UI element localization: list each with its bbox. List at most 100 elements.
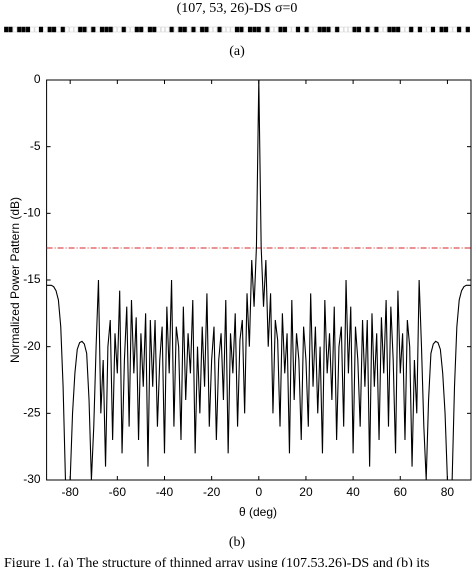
array-element: [448, 26, 453, 33]
array-element: [12, 26, 17, 33]
array-element: [165, 26, 170, 33]
array-element: [174, 26, 179, 33]
array-element: [47, 26, 52, 33]
x-tick-label: -80: [62, 485, 80, 499]
y-tick-label: -10: [23, 206, 41, 220]
array-element: [261, 26, 266, 33]
array-element: [34, 26, 39, 33]
array-element: [69, 26, 74, 33]
array-element: [38, 26, 44, 33]
array-element: [465, 26, 470, 33]
array-element: [130, 26, 135, 33]
array-element: [400, 26, 405, 33]
array-element: [43, 26, 48, 33]
array-element: [221, 26, 226, 33]
array-element: [226, 26, 231, 33]
array-element: [147, 26, 152, 33]
array-element: [356, 26, 361, 33]
array-element: [335, 26, 340, 33]
y-axis-label: Normalized Power Pattern (dB): [8, 197, 22, 363]
y-tick-label: 0: [34, 72, 41, 86]
array-element: [452, 26, 457, 33]
array-element: [239, 26, 244, 33]
array-element: [139, 26, 144, 33]
array-element: [104, 26, 109, 33]
array-element: [8, 26, 13, 33]
array-element: [143, 26, 148, 33]
panel-label: (b): [229, 535, 246, 550]
array-element: [374, 26, 379, 33]
array-title: (107, 53, 26)-DS σ=0: [177, 1, 298, 16]
array-element: [60, 26, 65, 33]
array-element: [322, 26, 327, 33]
array-element: [191, 26, 196, 33]
array-element: [182, 26, 187, 33]
array-element: [365, 26, 370, 33]
array-element: [99, 26, 105, 33]
array-element: [52, 26, 57, 33]
array-element: [422, 26, 427, 33]
array-element: [317, 26, 322, 33]
array-element: [252, 26, 257, 33]
array-element: [409, 26, 414, 33]
array-element: [117, 26, 122, 33]
array-element: [343, 26, 348, 33]
array-element: [417, 26, 422, 33]
array-element: [126, 26, 131, 33]
array-element: [208, 26, 213, 33]
y-tick-label: -25: [23, 406, 41, 420]
array-element: [369, 26, 375, 33]
array-element: [361, 26, 366, 33]
array-element: [4, 26, 9, 33]
array-element: [230, 26, 235, 33]
array-element: [91, 26, 96, 33]
array-element: [65, 26, 70, 33]
array-element: [187, 26, 192, 33]
array-element: [287, 26, 292, 33]
array-element: [30, 26, 35, 33]
array-element: [291, 26, 296, 33]
array-element: [348, 26, 353, 33]
y-tick-label: -20: [23, 339, 41, 353]
x-tick-label: 20: [299, 485, 313, 499]
array-element: [25, 26, 30, 33]
array-element: [396, 26, 401, 33]
array-element: [156, 26, 161, 33]
array-element: [378, 26, 383, 33]
array-element: [86, 26, 91, 33]
array-element: [309, 26, 314, 33]
array-element: [178, 26, 183, 33]
x-axis-label: θ (deg): [239, 505, 277, 519]
array-element: [439, 26, 444, 33]
array-element: [330, 26, 335, 33]
array-element: [108, 26, 113, 33]
array-element: [121, 26, 126, 33]
panel-label: (a): [229, 44, 245, 59]
array-element: [278, 26, 283, 33]
array-element: [391, 26, 396, 33]
x-tick-label: 60: [394, 485, 408, 499]
array-element: [339, 26, 344, 33]
x-tick-label: -20: [203, 485, 221, 499]
array-element: [274, 26, 279, 33]
array-element: [243, 26, 248, 33]
y-tick-label: -30: [23, 472, 41, 486]
array-element: [152, 26, 157, 33]
array-element: [17, 26, 22, 33]
array-element: [304, 26, 309, 33]
array-element: [300, 26, 305, 33]
array-element: [95, 26, 100, 33]
array-element: [457, 26, 462, 33]
pattern-line: [46, 79, 471, 481]
array-element: [234, 26, 240, 33]
array-element: [204, 26, 209, 33]
caption: Figure 1. (a) The structure of thinned a…: [4, 556, 429, 567]
array-element: [21, 26, 26, 33]
array-element: [404, 26, 409, 33]
array-element: [295, 26, 300, 33]
x-tick-label: 40: [346, 485, 360, 499]
array-element: [265, 26, 270, 33]
x-tick-label: -40: [156, 485, 174, 499]
x-tick-label: 0: [255, 485, 262, 499]
